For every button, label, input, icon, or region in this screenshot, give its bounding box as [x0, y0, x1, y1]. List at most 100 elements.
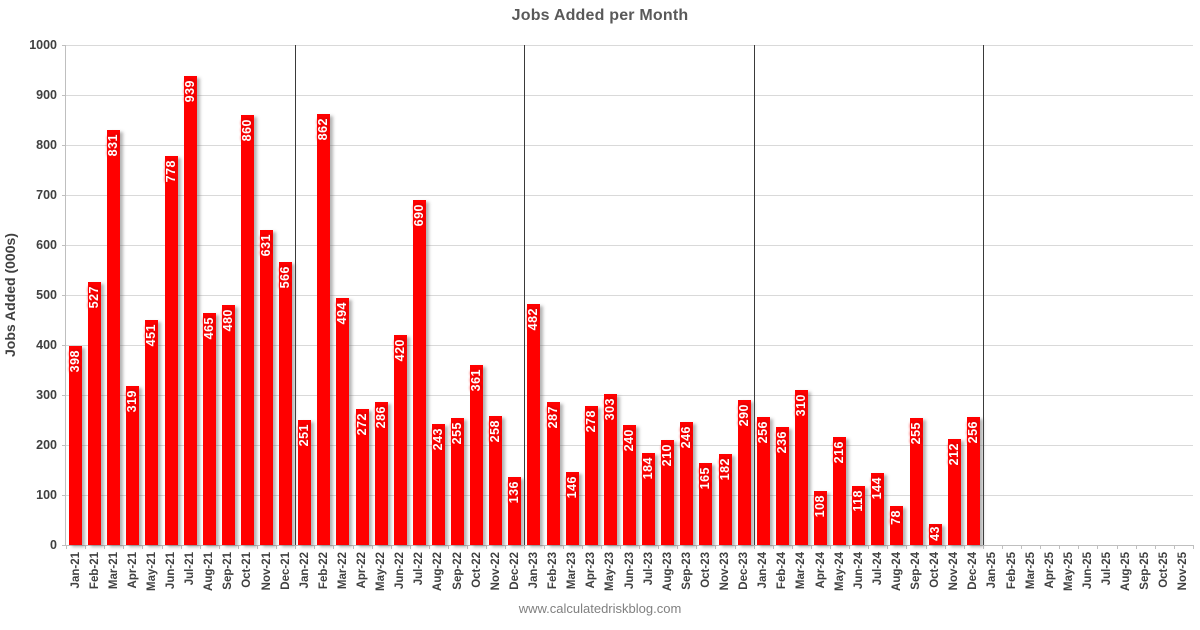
- x-axis-label: Jul-23: [642, 552, 655, 586]
- bar: [680, 422, 694, 545]
- bar-value-label: 631: [259, 233, 274, 256]
- x-axis-tick: [810, 545, 812, 549]
- x-axis-tick: [1135, 545, 1137, 549]
- x-axis-label: Oct-24: [929, 552, 942, 588]
- bar: [890, 506, 904, 545]
- bar: [183, 75, 197, 545]
- x-axis-tick: [142, 545, 144, 549]
- y-axis-tick: [62, 445, 66, 446]
- x-axis-label: Aug-25: [1120, 552, 1133, 591]
- x-axis-tick: [1097, 545, 1099, 549]
- bar-value-label: 258: [488, 420, 503, 443]
- x-axis-tick: [314, 545, 316, 549]
- x-axis-label: Dec-24: [967, 552, 980, 590]
- gridline: [66, 45, 1193, 46]
- x-axis-label: Jun-24: [852, 552, 865, 590]
- x-axis-tick: [428, 545, 430, 549]
- y-axis-tick: [62, 345, 66, 346]
- bar-value-label: 310: [793, 394, 808, 417]
- bar-value-label: 494: [335, 302, 350, 325]
- x-axis-label: Feb-22: [317, 552, 330, 590]
- bar-value-label: 251: [297, 423, 312, 446]
- bar: [756, 417, 770, 545]
- x-axis-tick: [123, 545, 125, 549]
- y-axis-tick: [62, 95, 66, 96]
- y-axis-tick-label: 500: [36, 288, 57, 302]
- x-axis-label: May-25: [1062, 552, 1075, 591]
- x-axis-tick: [180, 545, 182, 549]
- x-axis-tick: [371, 545, 373, 549]
- bar: [221, 305, 235, 545]
- x-axis-tick: [791, 545, 793, 549]
- gridline: [66, 145, 1193, 146]
- x-axis-label: Nov-22: [489, 552, 502, 591]
- x-axis-label: Apr-24: [814, 552, 827, 589]
- x-axis-tick: [295, 545, 297, 549]
- bar-value-label: 566: [278, 266, 293, 289]
- x-axis-label: Sep-24: [910, 552, 923, 590]
- x-axis-label: Feb-23: [547, 552, 560, 590]
- x-axis-tick: [1001, 545, 1003, 549]
- x-axis-tick: [715, 545, 717, 549]
- bar-value-label: 108: [813, 495, 828, 518]
- gridline: [66, 395, 1193, 396]
- x-axis-tick: [600, 545, 602, 549]
- bar: [775, 427, 789, 545]
- bar: [794, 390, 808, 545]
- bar: [718, 454, 732, 545]
- x-axis-tick: [161, 545, 163, 549]
- x-axis-label: Aug-22: [432, 552, 445, 591]
- bar-value-label: 184: [641, 457, 656, 480]
- x-axis-label: Oct-22: [470, 552, 483, 588]
- x-axis-tick: [352, 545, 354, 549]
- x-axis-label: Mar-24: [795, 552, 808, 590]
- x-axis-tick: [982, 545, 984, 549]
- bar: [603, 393, 617, 545]
- x-axis-tick: [887, 545, 889, 549]
- bar: [909, 417, 923, 545]
- x-axis-label: Jan-21: [69, 552, 82, 589]
- bar: [584, 406, 598, 545]
- bar: [164, 156, 178, 545]
- bar-value-label: 482: [526, 308, 541, 331]
- bar: [546, 401, 560, 545]
- bar-value-label: 527: [87, 285, 102, 308]
- x-axis-label: May-22: [375, 552, 388, 591]
- bar: [69, 346, 83, 545]
- bar: [355, 409, 369, 545]
- x-axis-tick: [104, 545, 106, 549]
- x-axis-tick: [849, 545, 851, 549]
- bar-value-label: 690: [411, 204, 426, 227]
- bar-value-label: 465: [201, 316, 216, 339]
- bar: [527, 304, 541, 545]
- bar: [966, 417, 980, 545]
- bar: [279, 262, 293, 545]
- x-axis-label: Jun-25: [1081, 552, 1094, 590]
- bar: [470, 364, 484, 545]
- bar-value-label: 240: [622, 429, 636, 452]
- x-axis-tick: [1193, 545, 1194, 549]
- x-axis-label: Nov-24: [948, 552, 961, 591]
- x-axis-label: Jun-21: [165, 552, 178, 590]
- x-axis-tick: [753, 545, 755, 549]
- x-axis-tick: [276, 545, 278, 549]
- x-axis-label: Dec-23: [738, 552, 751, 590]
- bar-value-label: 860: [239, 119, 254, 142]
- gridline: [66, 345, 1193, 346]
- year-separator-line: [295, 45, 297, 545]
- gridline: [66, 195, 1193, 196]
- bar-value-label: 939: [182, 79, 197, 102]
- x-axis-label: Apr-23: [585, 552, 598, 589]
- gridline: [66, 245, 1193, 246]
- y-axis-tick-label: 300: [36, 388, 57, 402]
- y-axis-tick: [62, 245, 66, 246]
- x-axis-tick: [734, 545, 736, 549]
- bar-value-label: 862: [316, 118, 331, 141]
- x-axis-label: Oct-25: [1158, 552, 1171, 588]
- x-axis-label: Sep-23: [680, 552, 693, 590]
- chart-title: Jobs Added per Month: [511, 7, 689, 24]
- gridline: [66, 295, 1193, 296]
- x-axis-label: Jun-23: [623, 552, 636, 590]
- y-axis-tick: [62, 295, 66, 296]
